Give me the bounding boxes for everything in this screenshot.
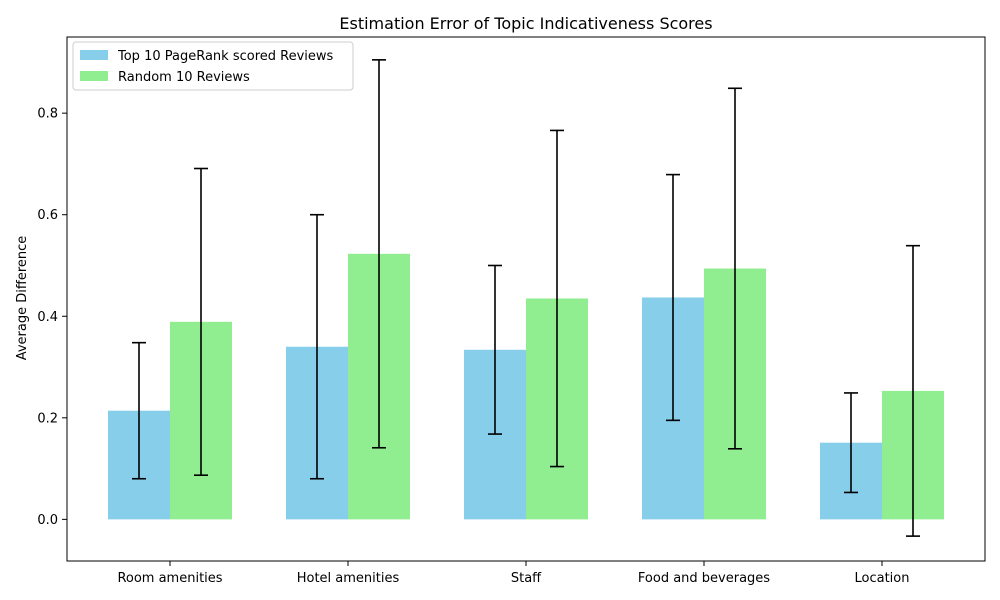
y-tick-label: 0.2 xyxy=(37,411,58,426)
y-tick-label: 0.6 xyxy=(37,208,58,223)
error-bar-random10-1 xyxy=(372,59,386,449)
x-tick-label: Staff xyxy=(511,571,542,586)
legend: Top 10 PageRank scored Reviews Random 10 … xyxy=(72,41,354,91)
error-bar-random10-3 xyxy=(728,87,742,450)
x-tick-label: Hotel amenities xyxy=(297,571,400,586)
y-tick-label: 0.0 xyxy=(37,513,58,528)
y-tick-label: 0.8 xyxy=(37,107,58,122)
y-axis-label: Average Difference xyxy=(15,236,30,361)
error-bar-random10-4 xyxy=(906,244,920,537)
legend-label-top10: Top 10 PageRank scored Reviews xyxy=(117,49,334,64)
error-bar-top10-2 xyxy=(488,264,502,435)
error-bar-top10-3 xyxy=(666,173,680,422)
chart-title: Estimation Error of Topic Indicativeness… xyxy=(339,14,712,33)
error-bar-top10-4 xyxy=(844,392,858,494)
plot-area: 0.0 0.2 0.4 0.6 0.8 Room amenities Hotel ameni… xyxy=(37,59,944,586)
error-bar-random10-2 xyxy=(550,129,564,468)
x-tick-label: Location xyxy=(855,571,910,586)
y-tick-label: 0.4 xyxy=(37,310,58,325)
x-tick-label: Room amenities xyxy=(117,571,222,586)
legend-label-random10: Random 10 Reviews xyxy=(118,70,250,85)
plot-frame xyxy=(66,36,986,562)
legend-swatch-random10 xyxy=(80,71,108,81)
error-bar-top10-0 xyxy=(132,341,146,480)
legend-swatch-top10 xyxy=(80,50,108,60)
legend-frame xyxy=(72,41,354,91)
x-tick-label: Food and beverages xyxy=(638,571,770,586)
error-bar-random10-0 xyxy=(194,167,208,476)
error-bar-top10-1 xyxy=(310,213,324,480)
